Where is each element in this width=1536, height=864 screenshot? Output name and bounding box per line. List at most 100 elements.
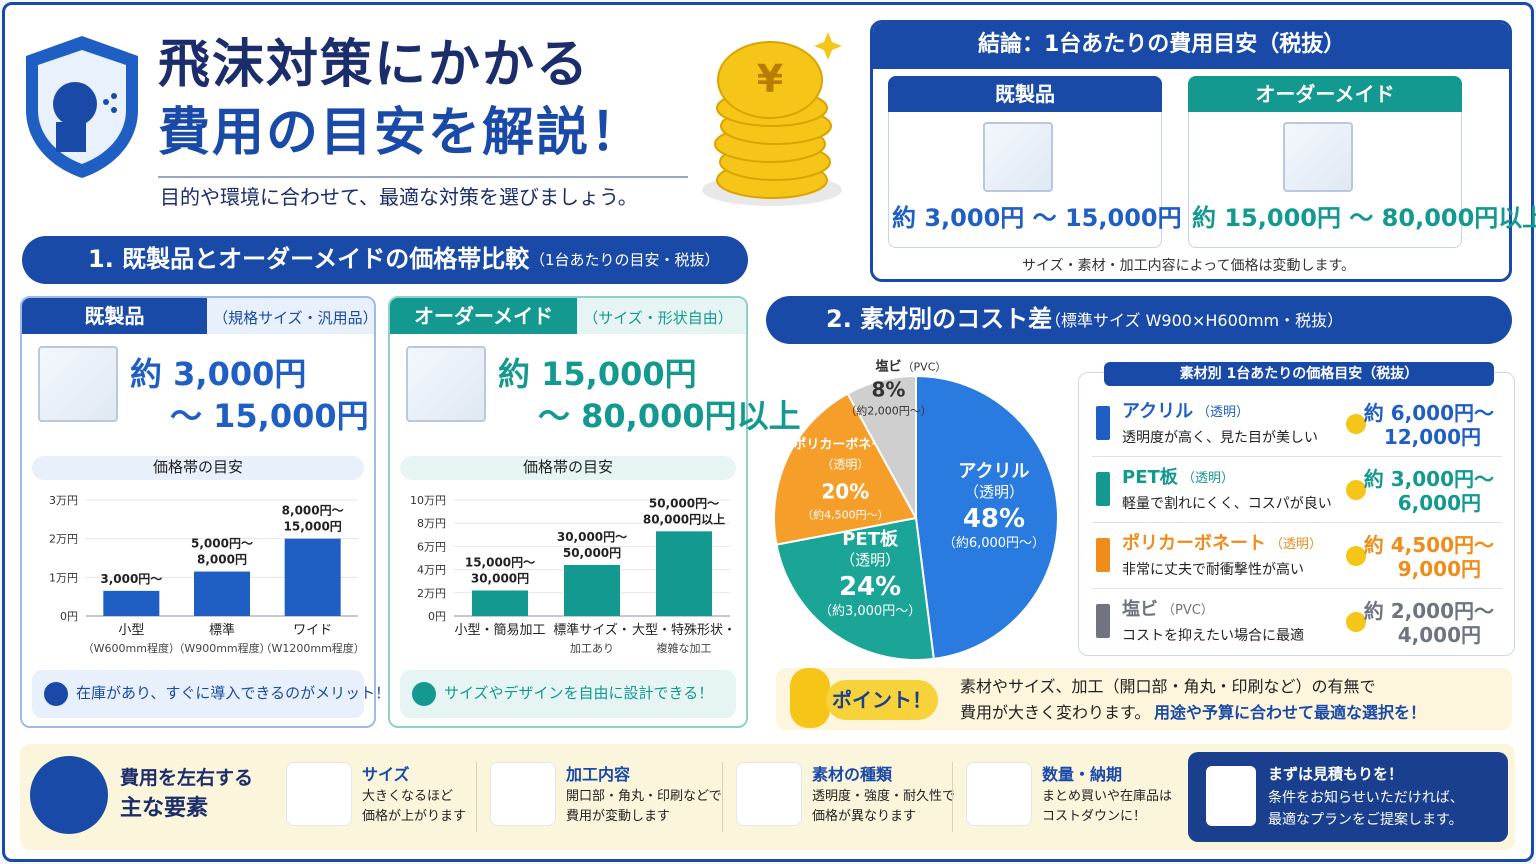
conclusion-note: サイズ・素材・加工内容によって価格は変動します。 xyxy=(1022,258,1356,274)
factor-desc: 価格が上がります xyxy=(362,809,467,824)
row-divider xyxy=(1092,522,1502,523)
slice-value: 48% xyxy=(963,504,1025,534)
card-price: 約 15,000円 ～ 80,000円以上 xyxy=(1192,204,1536,232)
material-price: 約 2,000円～ xyxy=(1363,599,1494,623)
factor-title: サイズ xyxy=(362,765,410,784)
y-tick-label: 2万円 xyxy=(49,533,78,546)
bar-label: 3,000円～ xyxy=(100,572,162,586)
row-divider xyxy=(1092,456,1502,457)
x-tick-label: 標準 xyxy=(209,622,235,638)
merit-bg xyxy=(32,670,364,718)
section2-header xyxy=(766,296,1512,344)
material-tag: （透明） xyxy=(1182,471,1235,486)
bar xyxy=(284,538,341,616)
material-price: 6,000円 xyxy=(1397,491,1481,515)
row-divider xyxy=(1092,588,1502,589)
bar-label: 50,000円～ xyxy=(649,496,719,510)
material-desc: 非常に丈夫で耐衝撃性が高い xyxy=(1122,562,1304,578)
check-icon xyxy=(44,682,68,706)
shield-illustration xyxy=(38,346,118,422)
y-tick-label: 2万円 xyxy=(417,587,446,600)
bar-chart: 0円 2万円 4万円 6万円 8万円 10万円 15,000円～ 30,000円小型・簡易加工… xyxy=(410,494,736,655)
table-title-bg xyxy=(1104,362,1494,386)
material-name: 塩ビ xyxy=(1122,599,1158,620)
coin-icon xyxy=(1346,546,1366,566)
slice-sublabel: （PVC） xyxy=(903,361,947,374)
factors-title: 費用を左右する xyxy=(120,767,254,789)
panel-header-tag-bg xyxy=(207,298,374,334)
title: 飛沫対策にかかる xyxy=(158,35,591,95)
cta-title: まずは見積もりを！ xyxy=(1268,765,1404,783)
slice-note: （約6,000円～） xyxy=(943,536,1045,551)
coin-icon xyxy=(790,668,830,728)
material-name: PET板 xyxy=(1122,467,1178,488)
conclusion-title: 結論：1台あたりの費用目安（税抜） xyxy=(978,32,1346,57)
slice-value: 20% xyxy=(821,480,869,504)
panel-tag: （サイズ・形状自由） xyxy=(583,309,733,327)
slice-label: アクリル xyxy=(958,461,1029,482)
subtitle: 目的や環境に合わせて、最適な対策を選びましょう。 xyxy=(160,185,638,209)
section1-header xyxy=(22,236,748,284)
y-tick-label: 3万円 xyxy=(49,494,78,507)
calculator-icon xyxy=(30,756,108,834)
y-tick-label: 0円 xyxy=(60,610,78,623)
factors-title: 主な要素 xyxy=(120,796,209,821)
slice-label: PET板 xyxy=(842,528,899,550)
coin-icon xyxy=(1346,480,1366,500)
x-tick-label: 大型・特殊形状・ xyxy=(632,623,736,638)
slice-label: 塩ビ xyxy=(875,359,901,375)
section-title: 2. 素材別のコスト差 xyxy=(826,305,1053,333)
row-swatch xyxy=(1096,538,1110,572)
factor-icon xyxy=(286,762,352,826)
category-note: （W600mm程度） xyxy=(83,641,180,655)
material-tag: （透明） xyxy=(1197,405,1250,420)
slice-value: 24% xyxy=(839,572,901,602)
panel-header xyxy=(390,298,578,334)
bar xyxy=(194,571,250,616)
section-title: 1. 既製品とオーダーメイドの価格帯比較 xyxy=(88,245,530,273)
y-tick-label: 0円 xyxy=(428,610,446,623)
card-label: オーダーメイド xyxy=(1255,82,1395,106)
slice-value: 8% xyxy=(871,378,905,402)
pie-slice xyxy=(846,374,917,519)
x-tick-label: 小型 xyxy=(118,623,144,638)
y-tick-label: 10万円 xyxy=(410,494,446,507)
material-desc: コストを抑えたい場合に最適 xyxy=(1122,628,1304,644)
chart-title-bg xyxy=(400,456,736,480)
category-note: （W900mm程度） xyxy=(173,641,270,655)
factor-desc: コストダウンに！ xyxy=(1042,809,1147,824)
material-price: 12,000円 xyxy=(1383,425,1481,449)
panel-name: オーダーメイド xyxy=(413,304,554,328)
material-price: 4,000円 xyxy=(1397,623,1481,647)
pie-slice xyxy=(915,374,1059,660)
panel-price: ～ 15,000円 xyxy=(170,397,369,435)
point-badge xyxy=(826,680,938,720)
bar xyxy=(656,531,712,616)
x-tick-label: 標準サイズ・ xyxy=(553,622,631,638)
pie-chart: アクリル（透明）48%（約6,000円～）PET板（透明）24%（約3,000円… xyxy=(773,359,1059,661)
coin-icon xyxy=(1346,612,1366,632)
table-title: 素材別 1台あたりの価格目安（税抜） xyxy=(1179,366,1419,382)
material-price: 約 4,500円～ xyxy=(1363,533,1494,557)
divider xyxy=(952,762,953,832)
factor-desc: まとめ買いや在庫品は xyxy=(1042,789,1173,804)
bar-chart: 0円 1万円 2万円 3万円 3,000円～ 小型 （W600mm程度） 5,000円～ 8,0… xyxy=(49,494,365,655)
panel-header-tag-bg xyxy=(577,298,746,334)
title: 費用の目安を解説！ xyxy=(158,103,645,163)
conclusion-title-bar xyxy=(873,23,1509,69)
row-swatch xyxy=(1096,406,1110,440)
shield-icon xyxy=(26,36,138,178)
cta-text: 最適なプランをご提案します。 xyxy=(1268,812,1463,828)
bar xyxy=(564,564,620,616)
bar-label: 50,000円 xyxy=(563,546,621,560)
y-tick-label: 6万円 xyxy=(417,540,446,553)
bar-label: 8,000円 xyxy=(197,553,247,567)
material-price: 約 3,000円～ xyxy=(1363,467,1494,491)
material-desc: 軽量で割れにくく、コスパが良い xyxy=(1122,496,1332,512)
bar-label: 15,000円～ xyxy=(465,555,535,569)
category-note: 複雑な加工 xyxy=(657,641,712,655)
factor-icon xyxy=(736,762,802,826)
panel-merit: サイズやデザインを自由に設計できる！ xyxy=(444,684,714,702)
section-subtitle: （1台あたりの目安・税抜） xyxy=(530,251,720,269)
panel-tag: （規格サイズ・汎用品） xyxy=(213,309,378,327)
